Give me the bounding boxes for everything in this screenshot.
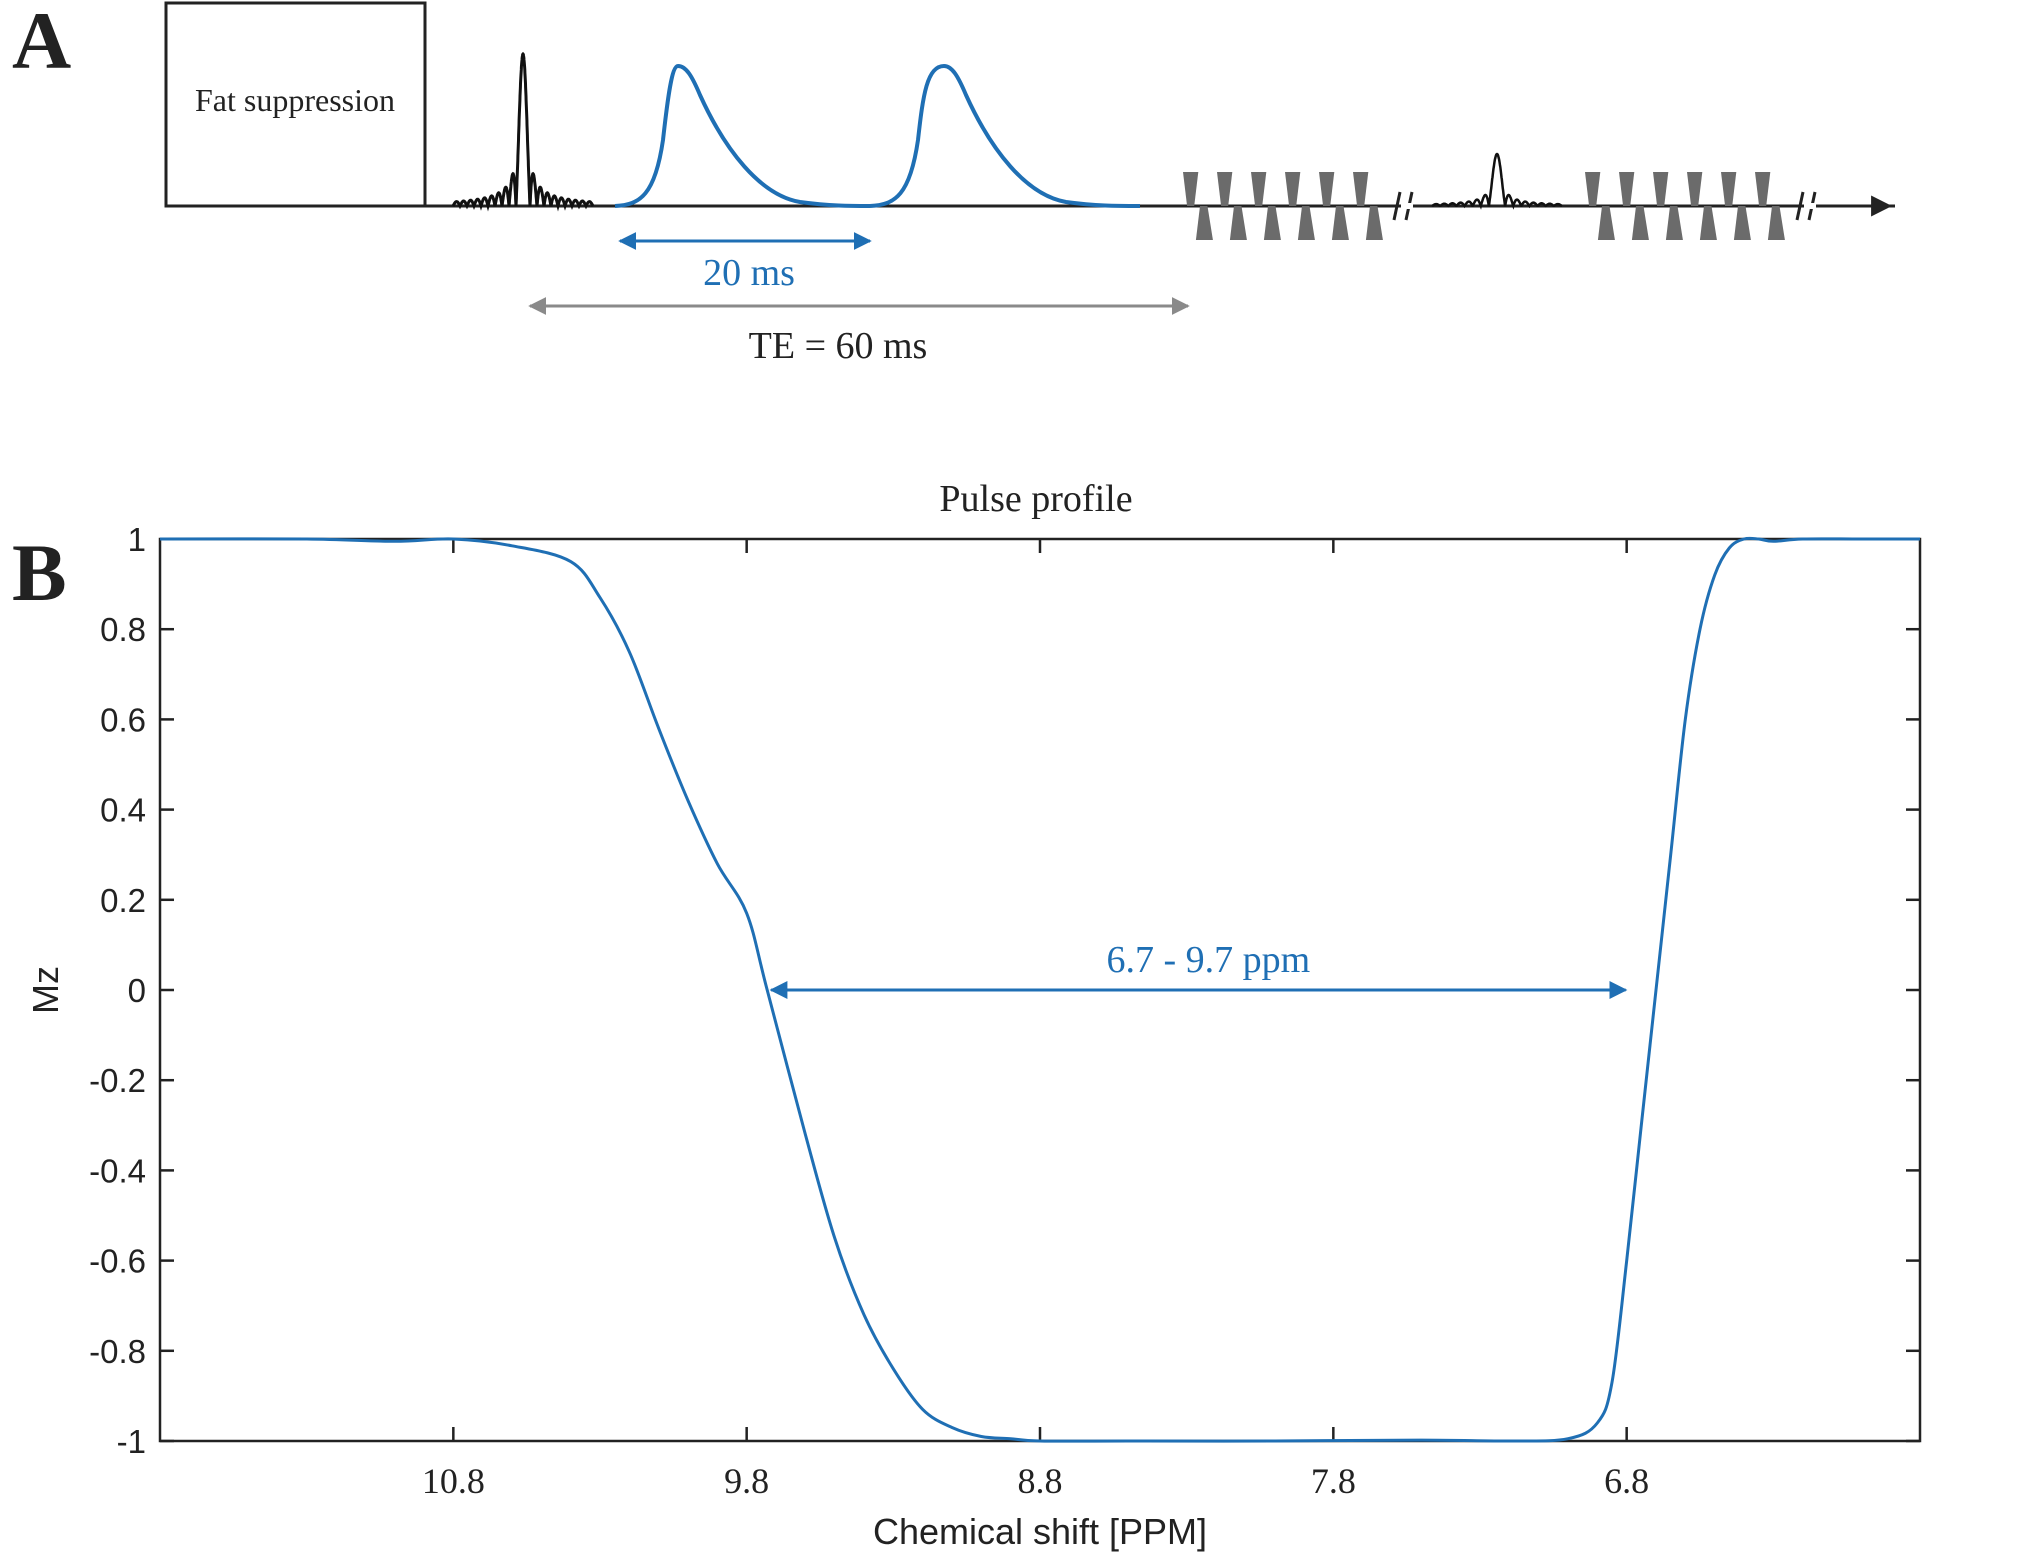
break-gap-2 [1804,203,1816,209]
x-axis-label: Chemical shift [PPM] [873,1511,1207,1552]
panel-a-label: A [12,0,71,86]
y-tick-label: -0.4 [89,1152,146,1189]
refocusing-pulse-1 [614,63,871,208]
gradient-lobe-negative [1195,206,1213,240]
te-label: TE = 60 ms [749,325,928,367]
x-axis: 10.8 9.8 8.8 7.8 6.8 [422,539,1649,1501]
gradient-lobe-positive [1285,172,1301,206]
gradient-lobe-positive [1353,172,1369,206]
x-tick-label: 10.8 [422,1461,485,1501]
gradient-lobe-positive [1183,172,1199,206]
gradient-lobe-positive [1251,172,1267,206]
y-tick-label: 0 [128,972,146,1009]
readout-gradient-train-1 [1183,172,1383,240]
y-axis: 1 0.8 0.6 0.4 0.2 0 -0.2 -0.4 -0.6 -0.8 -1 [89,521,1920,1460]
x-tick-label: 8.8 [1018,1461,1063,1501]
gradient-lobe-positive [1319,172,1335,206]
x-tick-label: 7.8 [1311,1461,1356,1501]
gradient-lobe-negative [1331,206,1349,240]
pulse-profile-line [159,536,1920,1443]
chart-title: Pulse profile [939,478,1132,520]
fat-suppression-label: Fat suppression [195,82,395,118]
y-tick-label: -0.6 [89,1243,146,1280]
readout-gradient-train-2 [1585,172,1785,240]
break-gap-1 [1401,203,1413,209]
short-interval-label: 20 ms [703,252,795,294]
y-tick-label: 1 [128,521,146,558]
gradient-lobe-positive [1687,172,1703,206]
excitation-pulse-sinc [451,51,595,212]
gradient-lobe-negative [1665,206,1683,240]
excitation-pulse-sinc-small [1431,152,1563,210]
y-tick-label: 0.2 [100,882,146,919]
gradient-lobe-negative [1229,206,1247,240]
gradient-lobe-negative [1699,206,1717,240]
x-tick-label: 9.8 [724,1461,769,1501]
y-tick-label: -1 [117,1423,146,1460]
gradient-lobe-negative [1263,206,1281,240]
gradient-lobe-positive [1755,172,1771,206]
gradient-lobe-positive [1619,172,1635,206]
refocusing-pulse-2 [869,63,1141,208]
gradient-lobe-positive [1585,172,1601,206]
gradient-lobe-negative [1733,206,1751,240]
y-axis-label: Mz [25,966,66,1014]
panel-b-label: B [12,527,67,618]
gradient-lobe-negative [1631,206,1649,240]
gradient-lobe-negative [1297,206,1315,240]
gradient-lobe-negative [1597,206,1615,240]
gradient-lobe-negative [1365,206,1383,240]
y-tick-label: 0.4 [100,792,146,829]
panel-b: B Pulse profile 10.80.60.40.20-0.2-0.4-0… [12,478,1922,1552]
gradient-lobe-positive [1217,172,1233,206]
bandwidth-label: 6.7 - 9.7 ppm [1107,939,1311,981]
y-tick-label: -0.8 [89,1333,146,1370]
gradient-lobe-negative [1767,206,1785,240]
y-tick-label: 0.8 [100,611,146,648]
fat-suppression-box [164,1,427,208]
gradient-lobe-positive [1653,172,1669,206]
panel-a: A Fat suppression 20 ms [12,0,1895,367]
y-tick-label: -0.2 [89,1062,146,1099]
gradient-lobe-positive [1721,172,1737,206]
y-tick-label: 0.6 [100,701,146,738]
x-tick-label: 6.8 [1604,1461,1649,1501]
